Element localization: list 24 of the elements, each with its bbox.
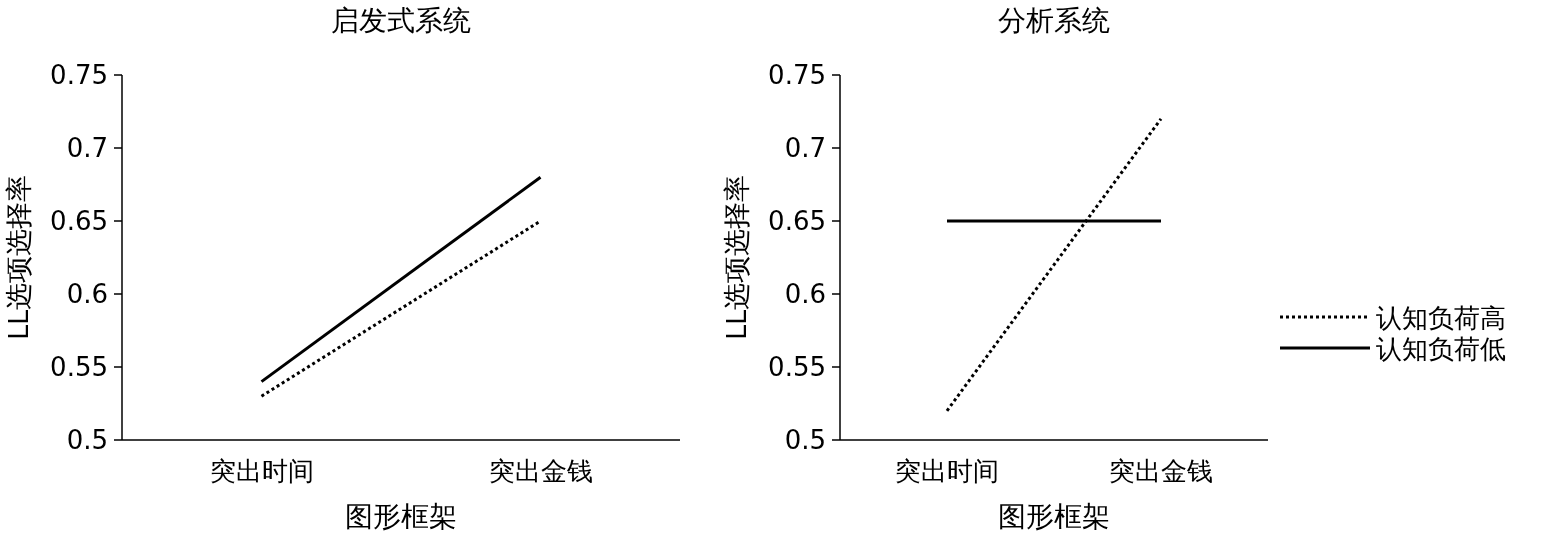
y-axis-title: LL选项选择率 [3,174,34,341]
y-tick-label: 0.7 [66,133,108,163]
y-tick-label: 0.75 [50,60,108,90]
y-tick-label: 0.6 [784,279,826,309]
x-tick-label: 突出时间 [895,456,999,486]
x-axis-title: 图形框架 [345,500,457,533]
y-tick-label: 0.75 [768,60,826,90]
chart-title: 分析系统 [998,4,1110,37]
chart-title: 启发式系统 [331,4,471,37]
legend-label: 认知负荷高 [1376,303,1506,333]
y-tick-label: 0.5 [784,425,826,455]
y-tick-label: 0.55 [50,352,108,382]
legend-label: 认知负荷低 [1376,334,1506,364]
x-tick-label: 突出金钱 [1109,456,1213,486]
y-tick-label: 0.7 [784,133,826,163]
x-axis-title: 图形框架 [998,500,1110,533]
x-tick-label: 突出时间 [209,456,314,486]
y-tick-label: 0.65 [768,206,826,236]
y-axis-title: LL选项选择率 [721,174,752,341]
y-tick-label: 0.6 [66,279,108,309]
x-tick-label: 突出金钱 [488,456,593,486]
y-tick-label: 0.5 [66,425,108,455]
y-tick-label: 0.65 [50,206,108,236]
y-tick-label: 0.55 [768,352,826,382]
